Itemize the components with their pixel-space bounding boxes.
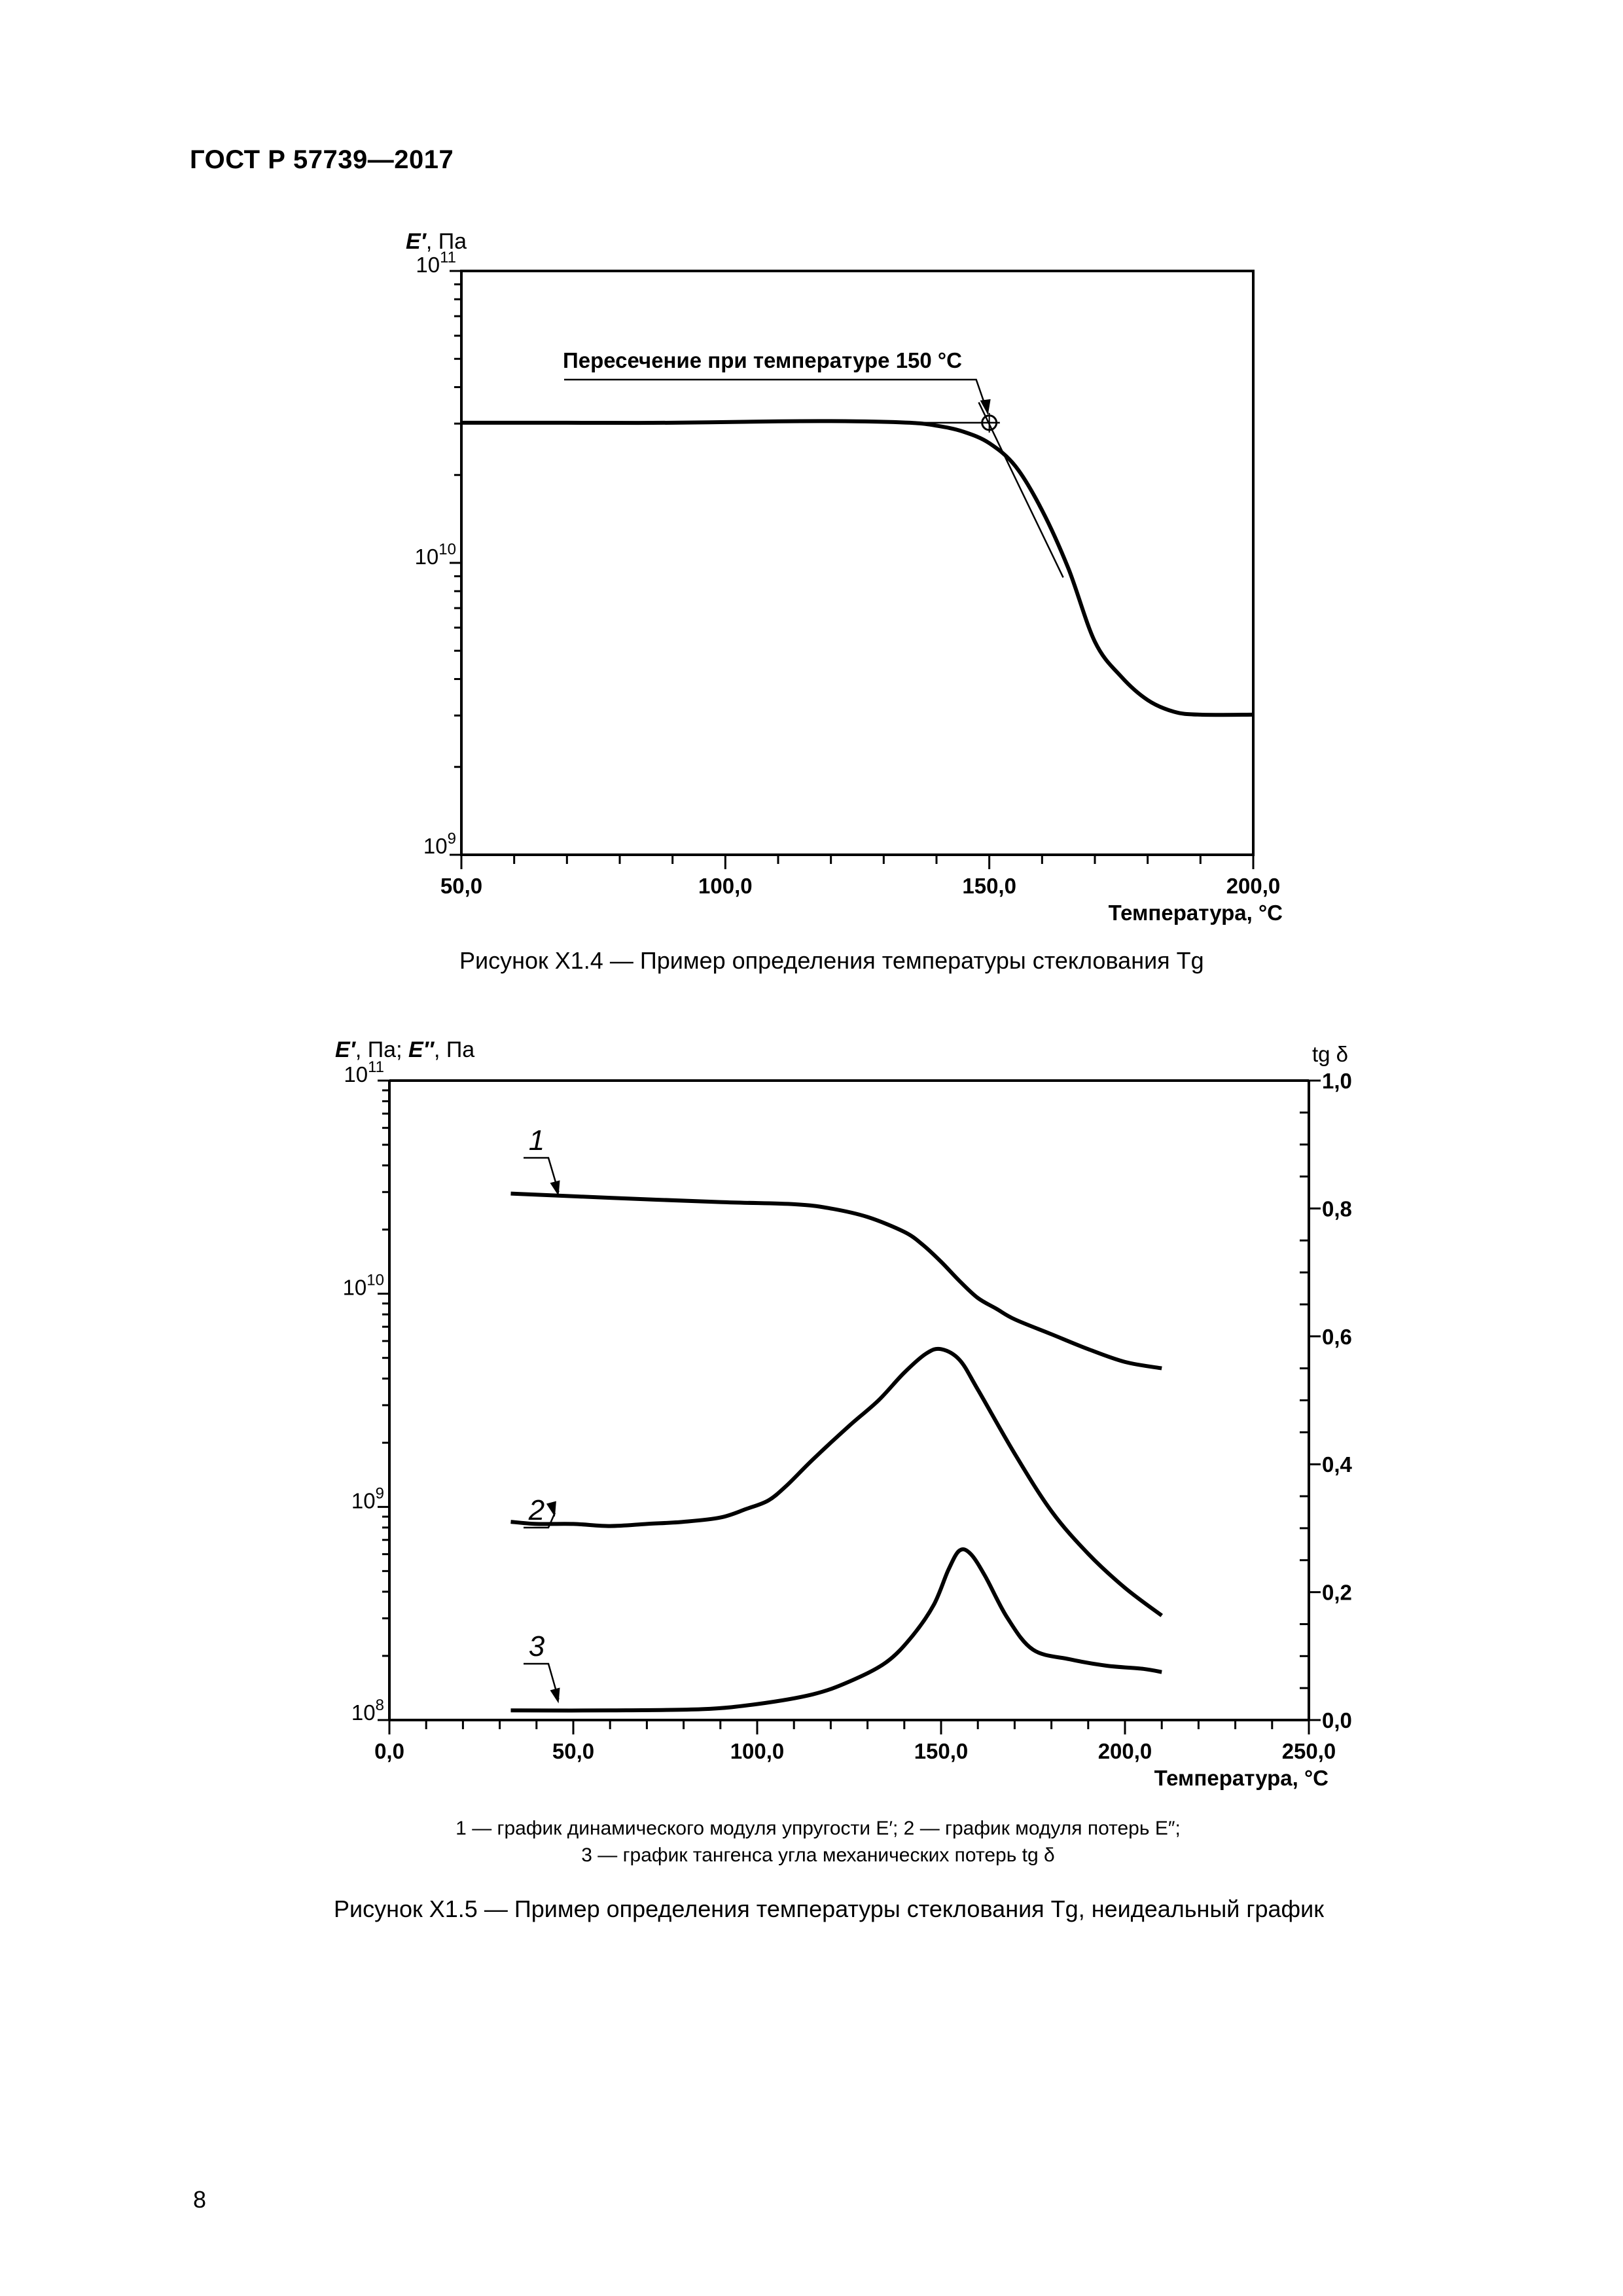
figure2-legend-line2: 3 — график тангенса угла механических по… (581, 1844, 1055, 1866)
y-tick-label: 1011 (416, 249, 456, 277)
annotation-text: Пересечение при температуре 150 °C (563, 348, 962, 372)
figure2-caption: Рисунок Х1.5 — Пример определения темпер… (334, 1895, 1325, 1922)
y-tick-label: 109 (423, 830, 456, 858)
annotation-leader (564, 378, 989, 414)
page-number: 8 (193, 2186, 207, 2213)
figure1-caption: Рисунок Х1.4 — Пример определения темпер… (459, 947, 1204, 974)
y-tick-label: 1010 (415, 541, 456, 569)
x-axis-label: Температура, °C (1109, 901, 1283, 925)
y-axis-label: E′, Па (406, 229, 467, 254)
tangent-line (978, 402, 1064, 578)
x-tick-label: 150,0 (962, 874, 1016, 898)
document-header: ГОСТ Р 57739—2017 (190, 145, 454, 174)
x-tick-label: 200,0 (1226, 874, 1281, 898)
figure2-legend-line1: 1 — график динамического модуля упругост… (455, 1818, 1181, 1839)
x-tick-label: 100,0 (698, 874, 753, 898)
curve-storage-modulus (461, 419, 1254, 717)
annotation-arrowhead (980, 399, 991, 415)
x-tick-label: 50,0 (440, 874, 482, 898)
